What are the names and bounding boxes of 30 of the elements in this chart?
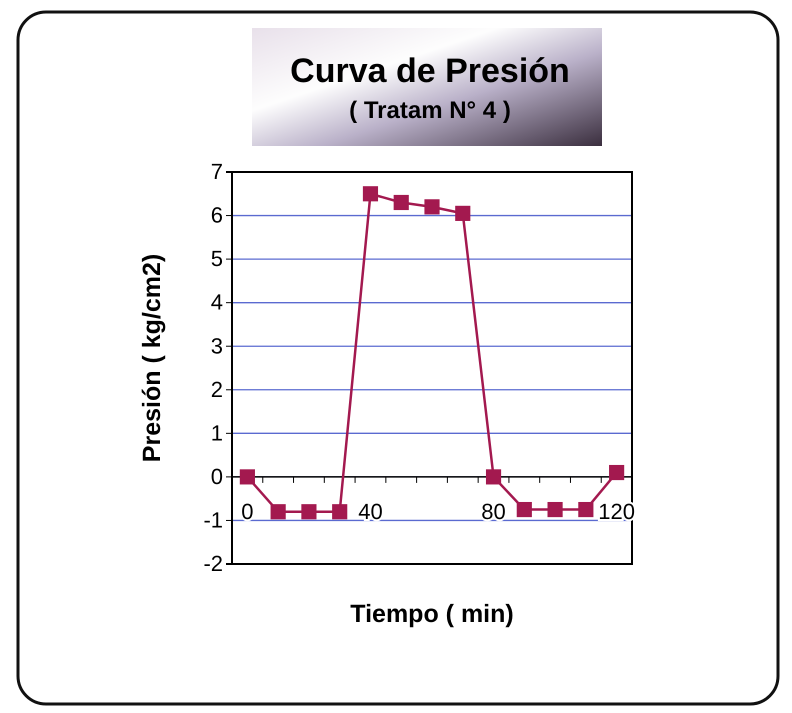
point [578,502,594,518]
y-tick-label: 3 [210,333,223,358]
chart-title: Curva de Presión [290,52,570,90]
y-tick-label: 4 [210,290,223,315]
point [240,469,255,484]
point [362,186,378,202]
chart-subtitle: ( Tratam N° 4 ) [349,97,511,124]
y-tick-label: 7 [210,159,223,184]
point [332,504,348,520]
y-axis-title: Presión ( kg/cm2) [138,254,166,462]
x-tick-label: 0 [241,498,254,524]
y-tick-label: 0 [210,464,223,489]
point [516,502,532,518]
point [609,464,624,480]
x-tick-label: 40 [358,498,383,524]
y-tick-label: -1 [203,507,223,532]
point [301,504,317,520]
x-tick-label: 80 [481,498,506,524]
y-tick-label: 2 [210,376,223,402]
point [547,502,563,518]
y-tick-label: 1 [210,420,223,446]
point [486,469,502,484]
y-tick-label: 5 [210,246,223,272]
point [455,206,470,221]
point [270,504,286,520]
y-tick-label: 6 [210,202,223,228]
point [394,194,409,210]
x-axis-title: Tiempo ( min) [350,600,514,628]
y-tick-label: -2 [203,551,223,576]
point [424,199,440,214]
